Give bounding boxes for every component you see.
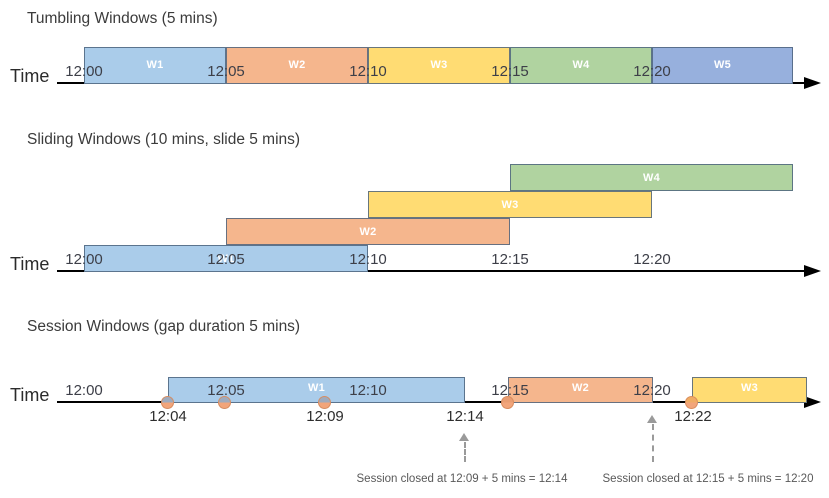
sliding-axis-arrow-icon [804, 265, 821, 277]
event-time-label: 12:22 [674, 408, 712, 425]
session-window-bar-w2: W2 [508, 377, 653, 403]
sliding-tick: 12:05 [207, 251, 245, 268]
sliding-window-bar-w3: W3 [368, 191, 652, 218]
event-time-label: 12:14 [446, 408, 484, 425]
tumbling-tick: 12:10 [349, 63, 387, 80]
session-tick: 12:20 [633, 382, 671, 399]
sliding-tick: 12:10 [349, 251, 387, 268]
sliding-time-label: Time [10, 254, 50, 274]
tumbling-window-bar-w1: W1 [84, 47, 226, 84]
sliding-window-bar-w2: W2 [226, 218, 510, 245]
session-tick: 12:05 [207, 382, 245, 399]
event-time-label: 12:09 [306, 408, 344, 425]
tumbling-tick: 12:15 [491, 63, 529, 80]
sliding-window-bar-w4: W4 [510, 164, 793, 191]
dashed-up-arrow-icon [459, 433, 469, 441]
session-window-bar-w1: W1 [168, 377, 465, 403]
session-closed-annotation-2: Session closed at 12:15 + 5 mins = 12:20 [602, 473, 814, 485]
session-axis-arrow-icon [804, 396, 821, 408]
window-label: W3 [501, 198, 519, 211]
window-label: W2 [288, 59, 306, 71]
event-dot-icon [685, 396, 698, 409]
sliding-title: Sliding Windows (10 mins, slide 5 mins) [27, 131, 301, 148]
sliding-tick: 12:00 [65, 251, 103, 268]
event-dot-icon [161, 396, 174, 409]
window-label: W4 [572, 59, 590, 71]
event-dot-icon [318, 396, 331, 409]
tumbling-window-bar-w3: W3 [368, 47, 510, 84]
tumbling-tick: 12:00 [65, 63, 103, 80]
session-tick: 12:15 [491, 382, 529, 399]
window-label: W1 [217, 252, 235, 265]
sliding-window-bar-w1: W1 [84, 245, 368, 272]
window-label: W3 [430, 59, 448, 71]
sliding-tick: 12:15 [491, 251, 529, 268]
session-tick: 12:10 [349, 382, 387, 399]
window-label: W2 [359, 225, 377, 238]
event-dot-icon [501, 396, 514, 409]
window-label: W1 [146, 59, 164, 71]
dashed-arrow-line [652, 424, 654, 462]
tumbling-window-bar-w4: W4 [510, 47, 652, 84]
session-tick: 12:00 [65, 382, 103, 399]
tumbling-title: Tumbling Windows (5 mins) [27, 10, 218, 27]
dashed-arrow-line [464, 442, 466, 462]
event-dot-icon [218, 396, 231, 409]
tumbling-tick: 12:20 [633, 63, 671, 80]
tumbling-tick: 12:05 [207, 63, 245, 80]
tumbling-time-label: Time [10, 66, 50, 86]
event-time-label: 12:04 [149, 408, 187, 425]
dashed-up-arrow-icon [647, 415, 657, 423]
session-time-label: Time [10, 385, 50, 405]
session-closed-annotation-1: Session closed at 12:09 + 5 mins = 12:14 [356, 473, 568, 485]
window-label: W1 [307, 382, 326, 394]
tumbling-window-bar-w5: W5 [652, 47, 793, 84]
tumbling-axis-arrow-icon [804, 77, 821, 89]
sliding-time-axis [57, 270, 806, 272]
window-label: W5 [713, 59, 732, 71]
tumbling-window-bar-w2: W2 [226, 47, 368, 84]
window-label: W3 [740, 382, 759, 394]
window-label: W2 [571, 382, 590, 394]
session-window-bar-w3: W3 [692, 377, 807, 403]
sliding-tick: 12:20 [633, 251, 671, 268]
window-label: W4 [642, 171, 661, 184]
session-title: Session Windows (gap duration 5 mins) [27, 318, 301, 335]
